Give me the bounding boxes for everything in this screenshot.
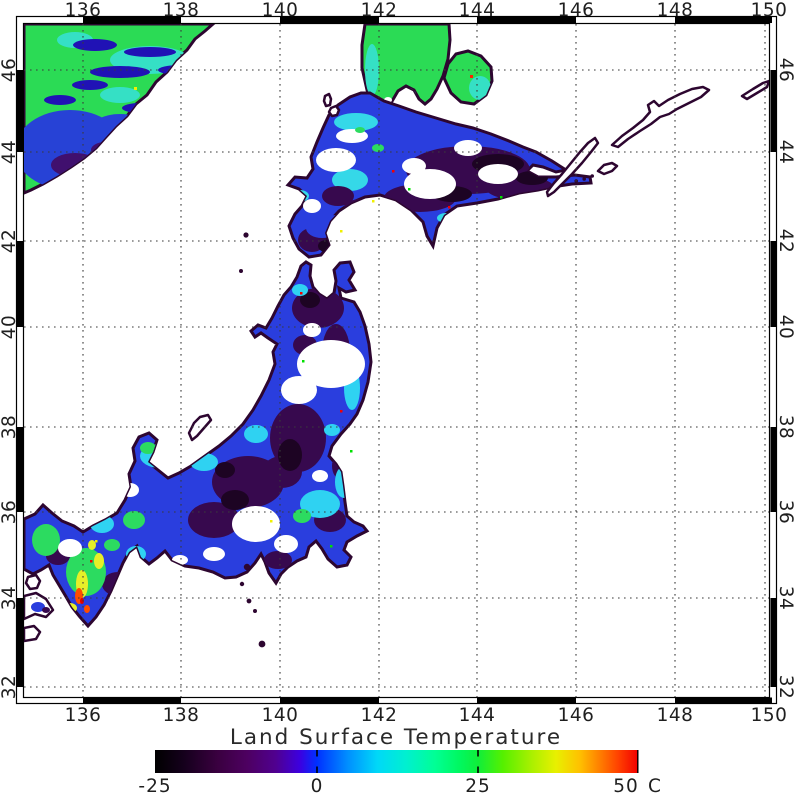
x-tick-label: 142 xyxy=(361,705,398,726)
temp-blob-orange xyxy=(75,588,90,613)
y-axis-labels-left: 46 44 42 40 38 36 34 32 xyxy=(0,58,20,700)
temp-blob-dark xyxy=(42,607,50,613)
x-tick-label: 144 xyxy=(459,705,496,726)
x-tick-label: 138 xyxy=(163,705,200,726)
y-tick-label: 34 xyxy=(0,586,20,611)
x-tick-label: 142 xyxy=(361,0,398,21)
y-tick-label: 42 xyxy=(775,229,796,254)
honshu-coastline xyxy=(24,260,373,629)
x-tick-label: 144 xyxy=(459,0,496,21)
colorbar-unit-label: C xyxy=(648,776,662,797)
y-tick-label: 44 xyxy=(0,140,20,165)
x-tick-label: 150 xyxy=(751,705,788,726)
y-tick-label: 42 xyxy=(0,229,20,254)
y-axis-labels-right: 46 44 42 40 38 36 34 32 xyxy=(775,58,796,700)
y-tick-label: 38 xyxy=(775,415,796,440)
temp-blob-white xyxy=(303,129,518,226)
y-tick-label: 34 xyxy=(775,586,796,611)
y-tick-label: 40 xyxy=(775,315,796,340)
landmass-hokkaido xyxy=(285,91,593,259)
x-tick-label: 136 xyxy=(65,705,102,726)
x-tick-label: 146 xyxy=(558,705,595,726)
temp-blob-reddot xyxy=(470,75,473,78)
y-tick-label: 40 xyxy=(0,315,20,340)
y-tick-label: 36 xyxy=(775,500,796,525)
x-tick-label: 140 xyxy=(262,705,299,726)
shikotan-outline xyxy=(596,161,619,176)
x-tick-label: 148 xyxy=(657,0,694,21)
x-tick-label: 148 xyxy=(657,705,694,726)
y-tick-label: 46 xyxy=(775,58,796,83)
shikoku-south-outline xyxy=(24,624,42,643)
temp-blob-blue xyxy=(31,602,45,612)
y-tick-label: 32 xyxy=(775,675,796,700)
colorbar: Land Surface Temperature -25 0 25 50 C xyxy=(138,725,662,797)
colorbar-tick-label: 25 xyxy=(465,776,491,797)
colorbar-tick-label: 0 xyxy=(311,776,324,797)
border-degree-bands xyxy=(16,16,777,704)
graticule xyxy=(24,24,769,697)
x-tick-label: 140 xyxy=(262,0,299,21)
awaji-outline xyxy=(24,573,42,591)
temp-blob-cyan xyxy=(365,44,491,102)
temp-blob-white xyxy=(58,323,365,565)
x-tick-label: 136 xyxy=(65,0,102,21)
temp-blob-coldstreaks xyxy=(44,39,213,113)
rebun-outline xyxy=(322,92,333,108)
x-axis-labels-bottom: 136 138 140 142 144 146 148 150 xyxy=(65,705,788,726)
temp-blob-darker xyxy=(215,292,320,510)
x-tick-label: 150 xyxy=(751,0,788,21)
x-tick-label: 146 xyxy=(558,0,595,21)
x-tick-label: 138 xyxy=(163,0,200,21)
rishiri-outline xyxy=(327,104,341,118)
y-tick-label: 38 xyxy=(0,415,20,440)
colorbar-tick-label: -25 xyxy=(138,776,171,797)
landmass-honshu xyxy=(24,260,373,629)
y-tick-label: 36 xyxy=(0,500,20,525)
colorbar-ramp xyxy=(155,750,638,773)
y-tick-label: 46 xyxy=(0,58,20,83)
y-tick-label: 32 xyxy=(0,675,20,700)
y-tick-label: 44 xyxy=(775,140,796,165)
colorbar-ticks xyxy=(316,750,479,773)
sado-outline xyxy=(187,413,213,442)
kunashir-outline xyxy=(545,136,600,198)
colorbar-tick-label: 50 xyxy=(613,776,639,797)
colorbar-title: Land Surface Temperature xyxy=(230,725,562,750)
island-outlines xyxy=(24,79,769,643)
shikoku-tip-texture xyxy=(31,602,50,613)
colorbar-labels: -25 0 25 50 C xyxy=(138,776,662,797)
temp-blob-red xyxy=(80,598,84,604)
urup-outline xyxy=(740,79,769,101)
x-axis-labels-top: 136 138 140 142 144 146 148 150 xyxy=(65,0,788,21)
temp-blob-green xyxy=(355,127,384,152)
iturup-outline xyxy=(610,85,711,149)
